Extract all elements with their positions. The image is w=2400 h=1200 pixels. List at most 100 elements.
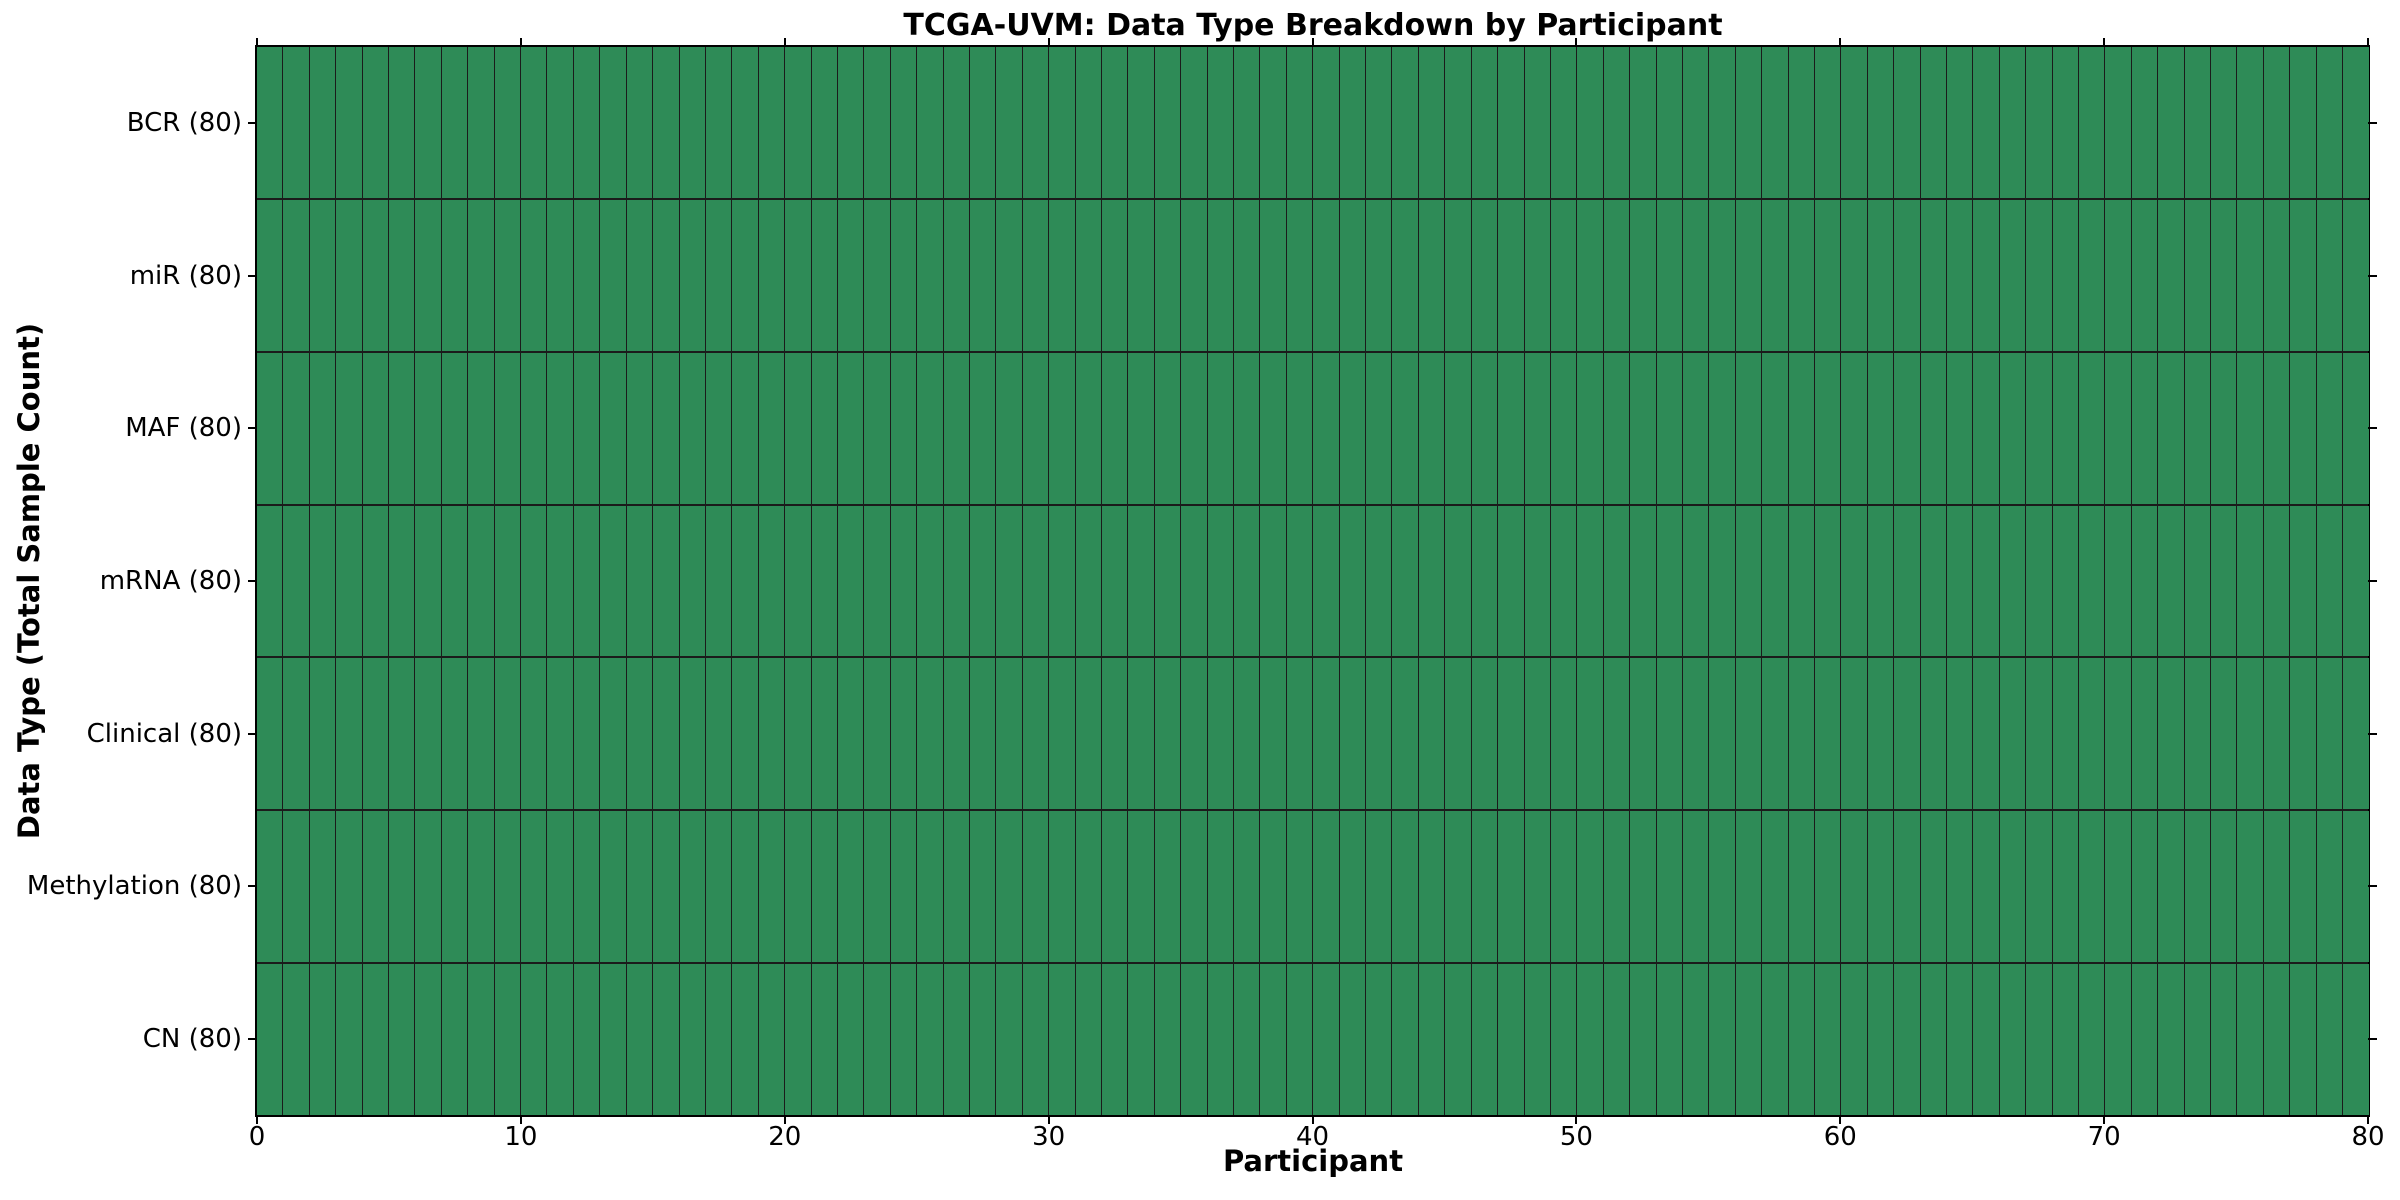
cell-Methylation-50-present <box>1577 811 1604 963</box>
cell-miR-72-present <box>2158 199 2185 351</box>
x-tick-mark-top-70 <box>2103 38 2106 47</box>
cell-MAF-41-present <box>1339 352 1367 504</box>
cell-BCR-42-present <box>1366 47 1393 198</box>
cell-Clinical-74-present <box>2211 658 2238 810</box>
cell-CN-46-present <box>1471 964 1499 1116</box>
cell-Clinical-68-present <box>2052 658 2080 810</box>
cell-CN-25-present <box>917 964 944 1116</box>
cell-mRNA-63-present <box>1920 505 1947 657</box>
cell-MAF-5-present <box>389 352 416 504</box>
cell-miR-67-present <box>2026 199 2053 351</box>
cell-mRNA-79-present <box>2343 505 2369 657</box>
chart-title: TCGA-UVM: Data Type Breakdown by Partici… <box>903 8 1723 43</box>
cell-miR-3-present <box>336 199 363 351</box>
cell-MAF-32-present <box>1102 352 1129 504</box>
cell-CN-55-present <box>1709 964 1736 1116</box>
cell-Methylation-20-present <box>785 811 812 963</box>
cell-MAF-12-present <box>573 352 601 504</box>
cell-BCR-70-present <box>2105 47 2132 198</box>
cell-miR-62-present <box>1894 199 1921 351</box>
cell-MAF-56-present <box>1735 352 1763 504</box>
cell-Clinical-79-present <box>2343 658 2369 810</box>
cell-CN-27-present <box>969 964 997 1116</box>
cell-BCR-47-present <box>1498 47 1525 198</box>
cell-miR-70-present <box>2105 199 2132 351</box>
x-tick-mark-top-80 <box>2367 38 2369 47</box>
x-tick-label-80: 80 <box>2351 1122 2385 1152</box>
x-tick-mark-top-10 <box>519 38 522 47</box>
cell-Methylation-79-present <box>2343 811 2369 963</box>
cell-mRNA-75-present <box>2237 505 2264 657</box>
cell-BCR-38-present <box>1260 47 1287 198</box>
cell-miR-21-present <box>811 199 838 351</box>
cell-MAF-29-present <box>1022 352 1050 504</box>
cell-miR-15-present <box>653 199 680 351</box>
cell-Clinical-50-present <box>1577 658 1604 810</box>
cell-mRNA-41-present <box>1339 505 1367 657</box>
cell-miR-64-present <box>1947 199 1974 351</box>
cell-Clinical-5-present <box>389 658 416 810</box>
cell-Methylation-3-present <box>336 811 363 963</box>
cell-CN-78-present <box>2316 964 2344 1116</box>
cell-Methylation-32-present <box>1102 811 1129 963</box>
cell-CN-9-present <box>494 964 522 1116</box>
cell-Methylation-61-present <box>1867 811 1895 963</box>
cell-mRNA-42-present <box>1366 505 1393 657</box>
cell-BCR-66-present <box>1999 47 2027 198</box>
cell-miR-76-present <box>2263 199 2291 351</box>
cell-Clinical-33-present <box>1128 658 1155 810</box>
cell-MAF-37-present <box>1234 352 1261 504</box>
cell-mRNA-70-present <box>2105 505 2132 657</box>
cell-Methylation-76-present <box>2263 811 2291 963</box>
cell-Methylation-58-present <box>1788 811 1815 963</box>
cell-Methylation-48-present <box>1524 811 1551 963</box>
cell-Clinical-77-present <box>2290 658 2317 810</box>
cell-Clinical-65-present <box>1973 658 2000 810</box>
cell-Methylation-30-present <box>1049 811 1076 963</box>
cell-Clinical-64-present <box>1947 658 1974 810</box>
cell-mRNA-1-present <box>283 505 310 657</box>
cell-BCR-61-present <box>1867 47 1895 198</box>
cell-miR-63-present <box>1920 199 1947 351</box>
y-tick-mark-left-mRNA <box>248 580 257 582</box>
cell-Clinical-9-present <box>494 658 522 810</box>
cell-Clinical-78-present <box>2316 658 2344 810</box>
cell-miR-11-present <box>547 199 574 351</box>
y-tick-mark-right-BCR <box>2368 122 2377 125</box>
y-tick-label-mRNA: mRNA (80) <box>99 566 242 596</box>
cell-CN-61-present <box>1867 964 1895 1116</box>
cell-CN-5-present <box>389 964 416 1116</box>
cell-Clinical-31-present <box>1075 658 1102 810</box>
cell-CN-40-present <box>1313 964 1340 1116</box>
cell-miR-19-present <box>758 199 786 351</box>
cell-Clinical-16-present <box>679 658 706 810</box>
cell-MAF-26-present <box>943 352 970 504</box>
cell-miR-42-present <box>1366 199 1393 351</box>
cell-miR-52-present <box>1630 199 1657 351</box>
cell-miR-37-present <box>1234 199 1261 351</box>
cell-CN-63-present <box>1920 964 1947 1116</box>
cell-Methylation-65-present <box>1973 811 2000 963</box>
cell-BCR-15-present <box>653 47 680 198</box>
cell-miR-61-present <box>1867 199 1895 351</box>
cell-miR-1-present <box>283 199 310 351</box>
cell-Methylation-36-present <box>1207 811 1235 963</box>
cell-Methylation-41-present <box>1339 811 1367 963</box>
cell-miR-5-present <box>389 199 416 351</box>
cell-BCR-18-present <box>732 47 759 198</box>
cell-mRNA-5-present <box>389 505 416 657</box>
cell-MAF-36-present <box>1207 352 1235 504</box>
cell-CN-28-present <box>996 964 1023 1116</box>
cell-BCR-54-present <box>1682 47 1710 198</box>
cell-BCR-76-present <box>2263 47 2291 198</box>
cell-mRNA-14-present <box>626 505 654 657</box>
cell-CN-16-present <box>679 964 706 1116</box>
cell-BCR-26-present <box>943 47 970 198</box>
cell-CN-11-present <box>547 964 574 1116</box>
cell-mRNA-78-present <box>2316 505 2344 657</box>
cell-mRNA-76-present <box>2263 505 2291 657</box>
cell-MAF-76-present <box>2263 352 2291 504</box>
x-tick-label-50: 50 <box>1559 1122 1593 1152</box>
cell-CN-66-present <box>1999 964 2027 1116</box>
cell-miR-43-present <box>1392 199 1419 351</box>
